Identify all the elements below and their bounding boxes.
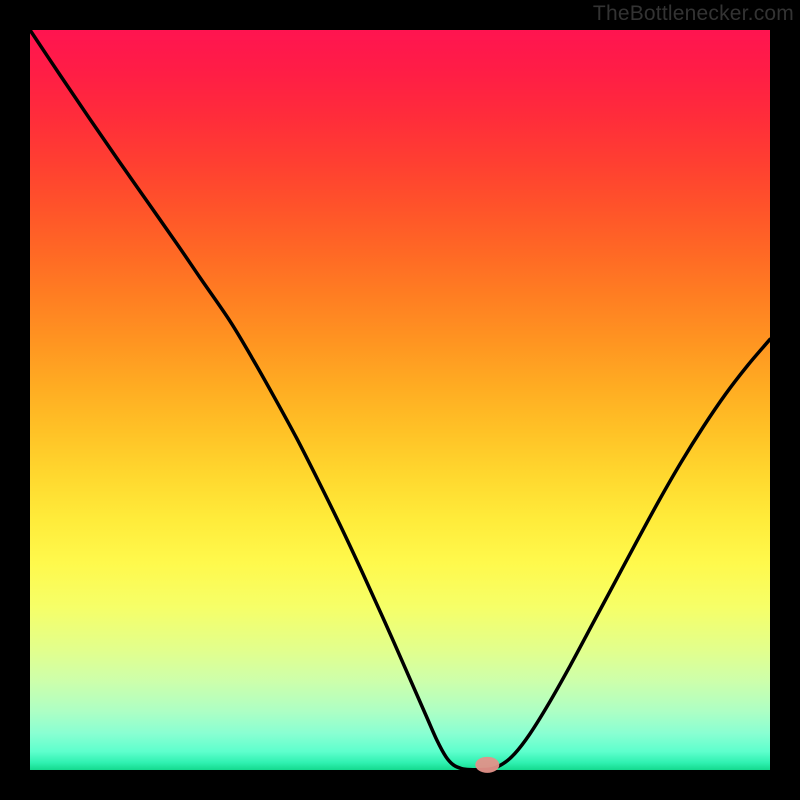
watermark-text: TheBottlenecker.com <box>593 2 794 26</box>
sweet-spot-marker <box>475 757 499 773</box>
bottleneck-chart: TheBottlenecker.com <box>0 0 800 800</box>
chart-svg <box>0 0 800 800</box>
